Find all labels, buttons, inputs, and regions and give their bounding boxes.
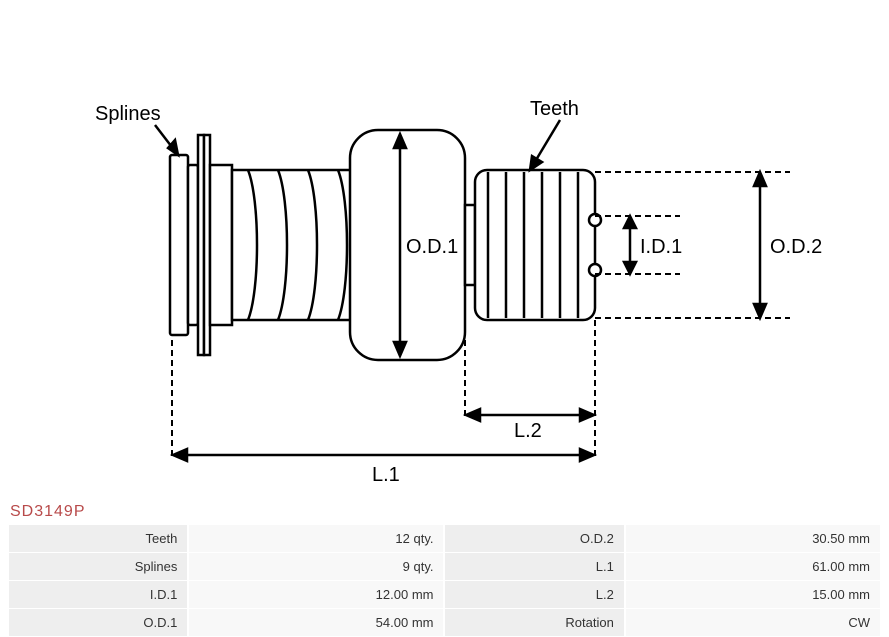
diagram-svg — [0, 20, 889, 500]
label-id1: I.D.1 — [640, 236, 682, 259]
spec-value: 12.00 mm — [189, 581, 443, 608]
table-row: I.D.1 12.00 mm L.2 15.00 mm — [9, 581, 880, 608]
spec-value: 54.00 mm — [189, 609, 443, 636]
spec-value: 15.00 mm — [626, 581, 880, 608]
spec-label: O.D.1 — [9, 609, 187, 636]
spec-label: O.D.2 — [445, 525, 623, 552]
spec-table: Teeth 12 qty. O.D.2 30.50 mm Splines 9 q… — [7, 524, 882, 637]
spec-value: CW — [626, 609, 880, 636]
spec-value: 12 qty. — [189, 525, 443, 552]
label-od2: O.D.2 — [770, 236, 822, 259]
label-od1: O.D.1 — [406, 236, 458, 259]
label-l2: L.2 — [514, 420, 542, 443]
label-l1: L.1 — [372, 464, 400, 487]
label-splines: Splines — [95, 103, 161, 126]
spec-label: Teeth — [9, 525, 187, 552]
table-row: Teeth 12 qty. O.D.2 30.50 mm — [9, 525, 880, 552]
label-teeth: Teeth — [530, 98, 579, 121]
table-row: Splines 9 qty. L.1 61.00 mm — [9, 553, 880, 580]
spec-value: 30.50 mm — [626, 525, 880, 552]
spec-label: L.2 — [445, 581, 623, 608]
spec-value: 9 qty. — [189, 553, 443, 580]
part-number: SD3149P — [10, 503, 86, 521]
spec-label: Splines — [9, 553, 187, 580]
spec-label: Rotation — [445, 609, 623, 636]
spec-value: 61.00 mm — [626, 553, 880, 580]
spec-label: L.1 — [445, 553, 623, 580]
technical-diagram: Splines Teeth O.D.1 I.D.1 O.D.2 L.1 L.2 — [0, 20, 889, 500]
table-row: O.D.1 54.00 mm Rotation CW — [9, 609, 880, 636]
spec-label: I.D.1 — [9, 581, 187, 608]
